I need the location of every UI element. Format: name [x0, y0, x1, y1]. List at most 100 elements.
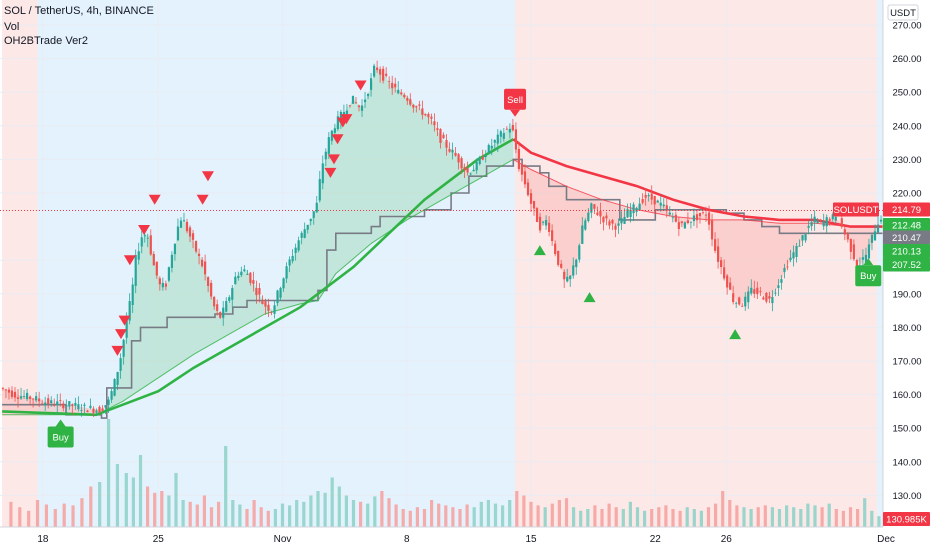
volume-bar — [856, 509, 860, 527]
candle-body — [231, 288, 234, 300]
candle-body — [140, 237, 143, 247]
sell-pointer — [510, 109, 521, 117]
volume-bar — [273, 509, 277, 527]
candle-body — [502, 133, 505, 139]
symbol-title[interactable]: SOL / TetherUS, 4h, BINANCE — [4, 5, 154, 17]
candle-body — [747, 291, 750, 303]
candle-body — [572, 265, 575, 276]
candle-body — [204, 261, 207, 275]
candle-body — [608, 221, 611, 226]
candle-body — [354, 102, 358, 104]
candle-body — [357, 105, 361, 108]
candle-body — [876, 224, 880, 233]
volume-bar — [827, 503, 831, 527]
candle-body — [439, 129, 442, 143]
volume-bar — [820, 507, 824, 527]
candle-body — [665, 205, 668, 210]
volume-bar — [309, 495, 313, 527]
volume-bar — [493, 503, 498, 527]
candle-body — [315, 202, 318, 213]
candle-body — [744, 296, 747, 307]
volume-bar — [153, 492, 157, 527]
candle-body — [318, 179, 321, 201]
candle-body — [119, 358, 122, 371]
candle-body — [400, 92, 403, 95]
volume-bar — [536, 505, 540, 527]
buy-label: Buy — [52, 432, 69, 443]
candle-body — [345, 110, 349, 115]
candle-body — [264, 301, 267, 307]
candle-body — [267, 304, 270, 311]
volume-bar — [742, 507, 746, 527]
candle-body — [723, 267, 726, 279]
buy-label-box — [47, 426, 74, 448]
candle-body — [44, 402, 47, 406]
candle-body — [683, 222, 686, 229]
candle-body — [50, 400, 53, 404]
candle-body — [756, 287, 759, 295]
volume-bar — [763, 505, 767, 527]
y-tick-label: 170.00 — [892, 357, 921, 368]
candle-body — [551, 230, 554, 242]
candle-body — [789, 257, 792, 261]
volume-bar — [98, 482, 102, 527]
volume-bar — [465, 504, 469, 527]
candle-body — [454, 152, 457, 156]
candle-body — [584, 220, 587, 230]
volume-bar — [444, 505, 448, 527]
volume-bar — [557, 500, 561, 527]
volume-bar — [202, 495, 206, 527]
volume-bar — [106, 419, 111, 527]
candle-body — [463, 167, 466, 171]
candle-body — [759, 291, 762, 292]
candle-body — [330, 130, 333, 141]
candle-body — [291, 256, 294, 262]
candle-body — [388, 81, 391, 83]
currency-box — [887, 4, 919, 21]
candle-body — [137, 251, 140, 260]
volume-bar — [550, 503, 554, 527]
candle-body — [348, 105, 352, 107]
volume-bar — [706, 507, 711, 527]
volume-bar — [89, 486, 93, 527]
volume-bar — [564, 498, 569, 527]
volume-bar — [238, 504, 242, 527]
volume-bar — [295, 500, 299, 527]
x-tick-label: Dec — [877, 534, 895, 545]
candle-body — [469, 173, 472, 175]
candle-body — [297, 240, 300, 251]
sell-signal-arrow — [340, 114, 353, 125]
buy-label-box — [855, 265, 882, 287]
candle-body — [861, 257, 865, 260]
indicator-vol[interactable]: Vol — [4, 21, 20, 33]
candle-body — [382, 68, 385, 81]
candle-body — [191, 233, 195, 240]
time-axis[interactable]: 18 25 Nov 8 15 22 26 Dec — [0, 526, 895, 550]
volume-bar — [650, 509, 654, 527]
volume-bar — [735, 505, 739, 527]
candle-body — [279, 288, 282, 298]
sell-label: Sell — [507, 95, 523, 106]
candle-body — [647, 194, 650, 197]
volume-bar — [394, 504, 398, 527]
candle-body — [394, 83, 397, 88]
x-tick-label: 25 — [153, 534, 165, 545]
candle-body — [849, 238, 852, 252]
candle-body — [750, 287, 753, 294]
candle-body — [620, 218, 623, 224]
volume-bar — [209, 507, 214, 527]
volume-bar — [728, 500, 732, 527]
buy-pointer — [863, 258, 874, 266]
candle-body — [680, 221, 683, 223]
volume-bar — [359, 501, 363, 527]
price-axis[interactable]: USDT 270.00 260.00 250.00 240.00 230.00 220.00… — [882, 0, 932, 550]
stepped-line — [2, 158, 886, 419]
candle-body — [47, 398, 50, 405]
volume-bar — [18, 507, 22, 527]
symbol-tag-box — [833, 202, 879, 217]
volume-bar — [756, 507, 760, 527]
indicator-oh2btrade[interactable]: OH2BTrade Ver2 — [4, 35, 88, 47]
candle-body — [578, 245, 581, 260]
candle-body — [593, 204, 596, 209]
